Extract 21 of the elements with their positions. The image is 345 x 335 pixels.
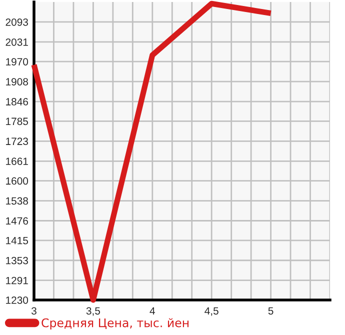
y-tick-label: 2093: [6, 18, 28, 26]
y-tick-label: 1846: [6, 98, 28, 106]
y-tick-label: 1785: [6, 118, 28, 126]
y-tick-label: 1908: [6, 78, 28, 86]
x-tick-label: 3,5: [86, 307, 100, 316]
y-tick-label: 1600: [6, 177, 28, 185]
x-tick-label: 4: [150, 307, 155, 314]
y-tick-label: 1723: [6, 138, 28, 146]
y-tick-label: 1476: [6, 217, 28, 225]
y-tick-label: 2031: [6, 38, 28, 46]
legend-label: Средняя Цена, тыс. йен: [42, 318, 188, 330]
y-tick-label: 1415: [6, 237, 28, 244]
y-tick-label: 1538: [6, 197, 28, 205]
y-tick-label: 1353: [6, 256, 28, 264]
y-tick-label: 1661: [6, 158, 28, 166]
x-tick-label: 4,5: [204, 307, 218, 316]
x-tick-label: 3: [32, 307, 36, 315]
y-tick-label: 1230: [6, 296, 28, 304]
y-tick-label: 1970: [6, 58, 28, 66]
x-tick-label: 5: [268, 307, 274, 315]
y-tick-label: 1291: [6, 276, 28, 284]
